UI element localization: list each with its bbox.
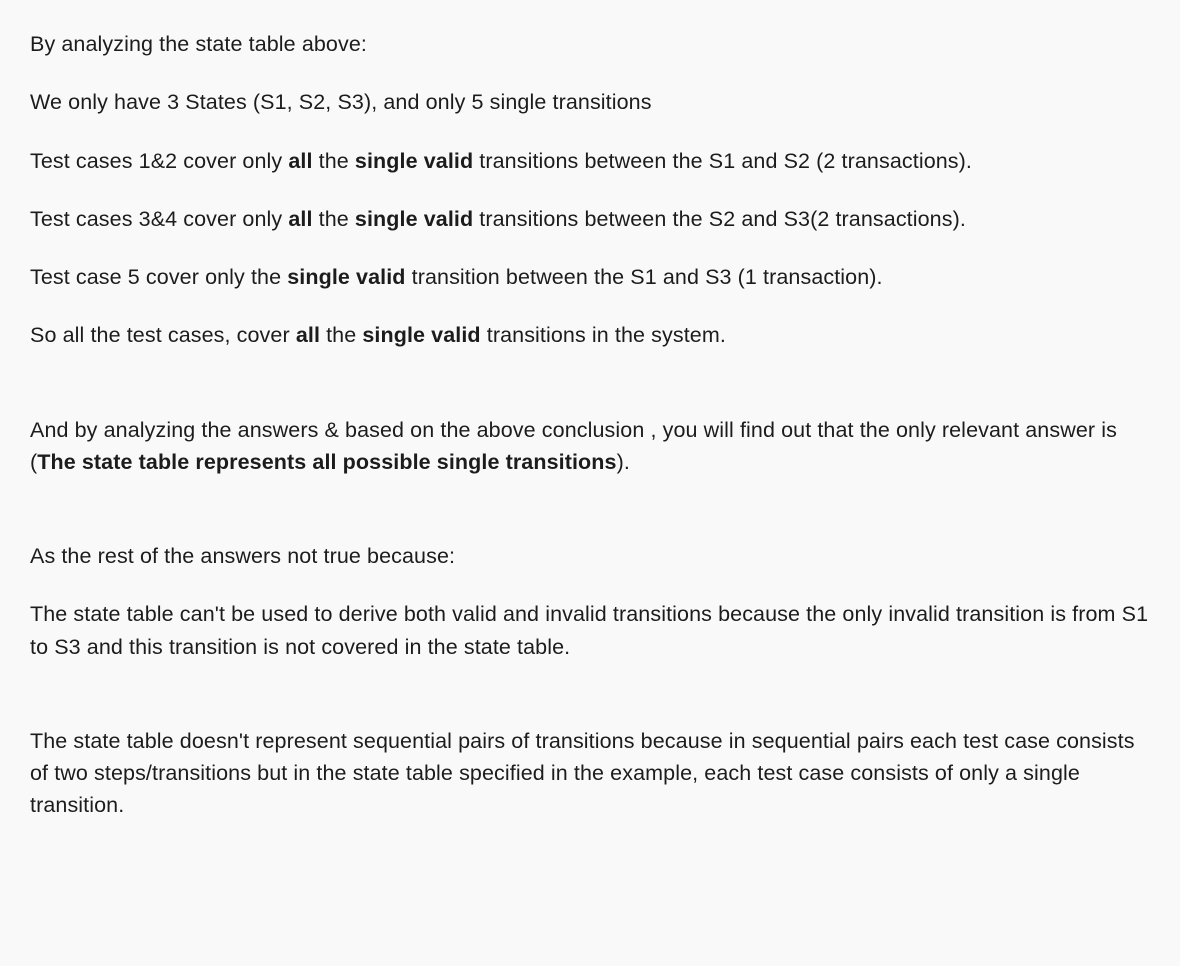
bold-text-run: all — [288, 207, 312, 231]
text-run: By analyzing the state table above: — [30, 32, 367, 56]
paragraph: The state table doesn't represent sequen… — [30, 725, 1150, 822]
paragraph-gap — [30, 504, 1150, 540]
bold-text-run: single valid — [287, 265, 405, 289]
bold-text-run: single valid — [355, 207, 473, 231]
text-run: The state table can't be used to derive … — [30, 602, 1148, 658]
text-run: transitions between the S1 and S2 (2 tra… — [473, 149, 972, 173]
text-run: ). — [617, 450, 630, 474]
paragraph: So all the test cases, cover all the sin… — [30, 319, 1150, 351]
paragraph: Test cases 1&2 cover only all the single… — [30, 145, 1150, 177]
paragraph-gap — [30, 378, 1150, 414]
text-run: transitions between the S2 and S3(2 tran… — [473, 207, 966, 231]
paragraph: As the rest of the answers not true beca… — [30, 540, 1150, 572]
paragraph: We only have 3 States (S1, S2, S3), and … — [30, 86, 1150, 118]
paragraph-gap — [30, 689, 1150, 725]
text-run: transition between the S1 and S3 (1 tran… — [406, 265, 883, 289]
text-run: the — [313, 149, 355, 173]
bold-text-run: all — [288, 149, 312, 173]
text-run: transitions in the system. — [481, 323, 726, 347]
text-run: So all the test cases, cover — [30, 323, 296, 347]
text-run: the — [313, 207, 355, 231]
bold-text-run: single valid — [362, 323, 480, 347]
text-run: Test cases 3&4 cover only — [30, 207, 288, 231]
bold-text-run: all — [296, 323, 320, 347]
paragraph: The state table can't be used to derive … — [30, 598, 1150, 663]
text-run: The state table doesn't represent sequen… — [30, 729, 1135, 818]
text-run: We only have 3 States (S1, S2, S3), and … — [30, 90, 652, 114]
paragraph: Test case 5 cover only the single valid … — [30, 261, 1150, 293]
paragraph: And by analyzing the answers & based on … — [30, 414, 1150, 479]
text-run: Test case 5 cover only the — [30, 265, 287, 289]
bold-text-run: single valid — [355, 149, 473, 173]
document-page: By analyzing the state table above: We on… — [0, 0, 1180, 888]
paragraph: By analyzing the state table above: — [30, 28, 1150, 60]
bold-text-run: The state table represents all possible … — [37, 450, 616, 474]
text-run: As the rest of the answers not true beca… — [30, 544, 455, 568]
paragraph: Test cases 3&4 cover only all the single… — [30, 203, 1150, 235]
text-run: the — [320, 323, 362, 347]
text-run: Test cases 1&2 cover only — [30, 149, 288, 173]
